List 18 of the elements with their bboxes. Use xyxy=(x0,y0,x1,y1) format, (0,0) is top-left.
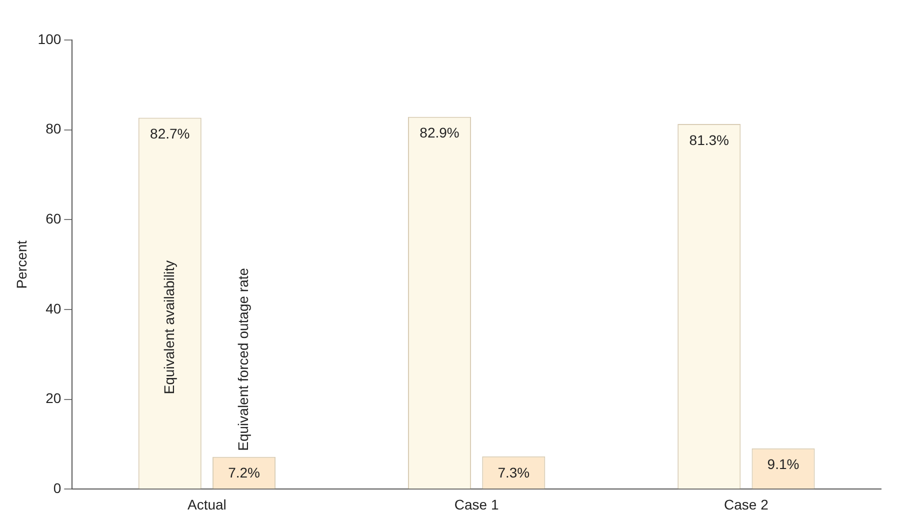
series-label: Equivalent availability xyxy=(160,260,177,394)
y-tick-label: 100 xyxy=(38,30,62,47)
text: Equivalent forced outage rate xyxy=(234,268,251,451)
data-label: 7.2% xyxy=(228,464,260,481)
y-tick-label: 20 xyxy=(46,390,62,406)
y-tick-label: 40 xyxy=(46,300,62,316)
y-tick-label: 80 xyxy=(46,120,62,137)
data-label: 81.3% xyxy=(689,132,729,148)
y-tick-label: 0 xyxy=(53,480,62,496)
x-tick-label: Case 2 xyxy=(724,496,769,512)
data-label: 82.9% xyxy=(420,124,460,141)
data-label: 82.7% xyxy=(150,126,190,142)
x-tick-label: Actual xyxy=(188,496,226,512)
y-axis-title: Percent xyxy=(13,240,30,289)
y-tick-label: 60 xyxy=(46,210,62,227)
data-label: 7.3% xyxy=(498,464,530,480)
data-label: 9.1% xyxy=(767,456,800,472)
x-tick-label: Case 1 xyxy=(454,496,499,512)
